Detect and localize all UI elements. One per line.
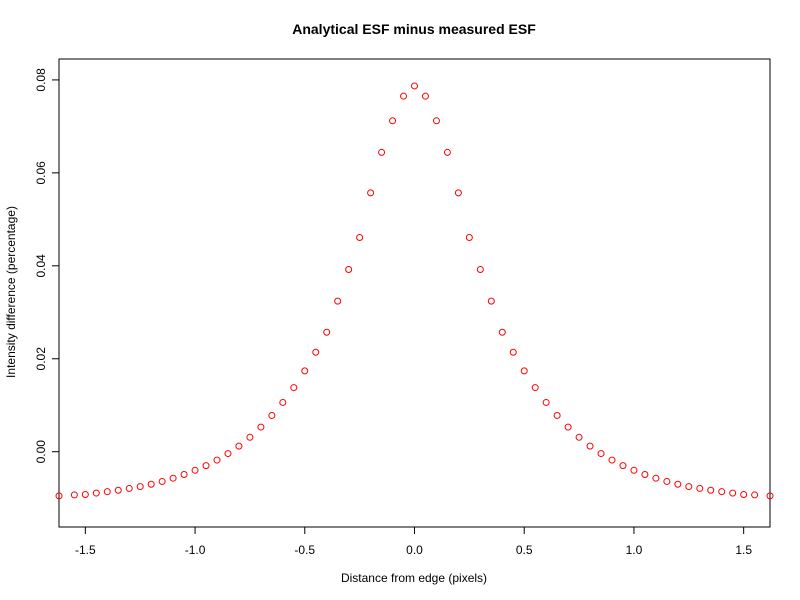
data-point <box>707 486 715 494</box>
x-tick-label: -1.0 <box>185 543 206 557</box>
x-tick-label: -0.5 <box>294 543 315 557</box>
y-tick-label: 0.04 <box>34 254 48 278</box>
data-point <box>389 117 397 125</box>
data-point <box>400 92 408 100</box>
data-point <box>718 488 726 496</box>
data-point <box>542 398 550 406</box>
x-tick-label: 0.5 <box>516 543 533 557</box>
data-point <box>81 490 89 498</box>
x-tick-label: 1.0 <box>626 543 643 557</box>
data-point <box>509 348 517 356</box>
y-axis: 0.00 0.02 0.04 0.06 0.08 <box>34 68 60 464</box>
data-point <box>169 474 177 482</box>
data-point <box>597 450 605 458</box>
y-tick-label: 0.02 <box>34 347 48 371</box>
data-point <box>345 266 353 274</box>
x-axis-label: Distance from edge (pixels) <box>341 571 487 585</box>
data-point <box>290 384 298 392</box>
data-point <box>751 491 759 499</box>
chart-title: Analytical ESF minus measured ESF <box>292 21 536 37</box>
data-point <box>246 433 254 441</box>
data-point <box>70 491 78 499</box>
plot-frame <box>58 58 771 528</box>
data-point <box>136 483 144 491</box>
data-point <box>652 474 660 482</box>
data-point <box>564 423 572 431</box>
y-tick-label: 0.00 <box>34 440 48 464</box>
data-point <box>608 456 616 464</box>
x-tick-label: 1.5 <box>735 543 752 557</box>
data-point <box>367 189 375 197</box>
x-tick-label: -1.5 <box>75 543 96 557</box>
data-point <box>531 384 539 392</box>
data-point <box>411 82 418 90</box>
data-point <box>641 470 649 478</box>
data-point <box>432 117 440 125</box>
data-point <box>663 477 671 485</box>
data-point <box>454 189 462 197</box>
data-point <box>586 442 594 450</box>
data-point <box>301 367 309 375</box>
data-point <box>312 348 320 356</box>
data-point <box>92 489 100 497</box>
data-point <box>147 480 155 488</box>
data-point <box>279 398 287 406</box>
y-tick-label: 0.06 <box>34 161 48 185</box>
data-point <box>443 148 451 156</box>
data-point <box>487 297 495 305</box>
data-point <box>696 484 704 492</box>
data-point <box>191 466 199 474</box>
x-axis: -1.5 -1.0 -0.5 0.0 0.5 1.0 1.5 <box>75 526 752 557</box>
data-point <box>125 484 133 492</box>
data-points <box>55 82 774 500</box>
data-point <box>268 411 276 419</box>
y-tick-label: 0.08 <box>34 68 48 92</box>
data-point <box>224 450 232 458</box>
data-point <box>575 433 583 441</box>
data-point <box>740 490 748 498</box>
x-tick-label: 0.0 <box>406 543 423 557</box>
data-point <box>235 442 243 450</box>
data-point <box>158 477 166 485</box>
data-point <box>257 423 265 431</box>
data-point <box>356 233 364 241</box>
data-point <box>213 456 221 464</box>
data-point <box>202 462 210 470</box>
data-point <box>553 411 561 419</box>
data-point <box>334 297 342 305</box>
data-point <box>520 367 528 375</box>
data-point <box>674 480 682 488</box>
data-point <box>103 488 111 496</box>
data-point <box>465 233 473 241</box>
y-axis-label: Intensity difference (percentage) <box>4 206 18 378</box>
data-point <box>729 489 737 497</box>
data-point <box>498 328 506 336</box>
data-point <box>180 470 188 478</box>
data-point <box>630 466 638 474</box>
data-point <box>685 483 693 491</box>
data-point <box>766 492 774 500</box>
data-point <box>114 486 122 494</box>
data-point <box>323 328 331 336</box>
data-point <box>55 492 63 500</box>
data-point <box>476 266 484 274</box>
data-point <box>619 462 627 470</box>
data-point <box>378 148 386 156</box>
data-point <box>421 92 429 100</box>
